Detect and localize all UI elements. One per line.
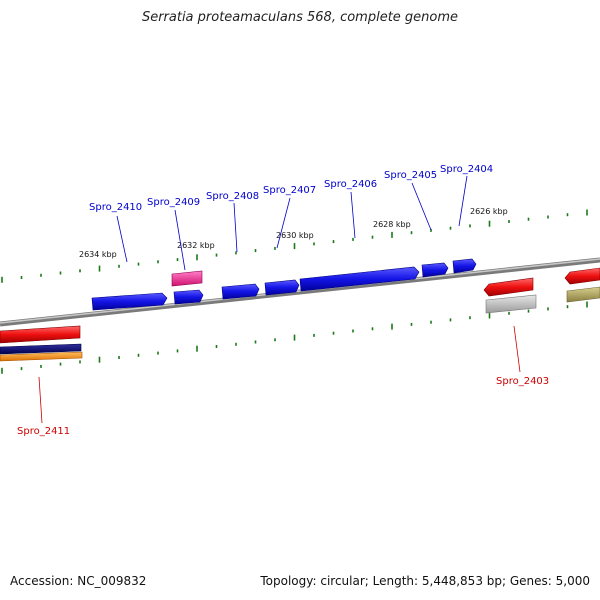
gene-label-spro-2403[interactable]: Spro_2403	[496, 376, 549, 387]
gene-right-red[interactable]	[564, 267, 600, 285]
gene-label-spro-2405[interactable]: Spro_2405	[384, 170, 437, 181]
scale-ticks-inner	[1, 301, 588, 374]
gene-spro-2410[interactable]	[91, 292, 168, 311]
gene-label-spro-2410[interactable]: Spro_2410	[89, 202, 142, 213]
gene-spro-2411-product-orange[interactable]	[0, 351, 83, 362]
gene-spro-2405[interactable]	[421, 262, 449, 278]
map-title: Serratia proteamaculans 568, complete ge…	[141, 10, 459, 25]
gene-spro-2403-product[interactable]	[485, 294, 537, 314]
gene-label-spro-2404[interactable]: Spro_2404	[440, 164, 493, 175]
scale-ticks-outer	[1, 209, 588, 283]
gene-spro-2409-fwd[interactable]	[173, 289, 204, 305]
genome-backbone	[0, 257, 600, 327]
gene-spro-2407[interactable]	[264, 279, 300, 296]
gene-label-spro-2407[interactable]: Spro_2407	[263, 185, 316, 196]
scale-label: 2628 kbp	[373, 220, 411, 229]
genome-summary-text: Topology: circular; Length: 5,448,853 bp…	[260, 574, 590, 588]
accession-text: Accession: NC_009832	[10, 574, 147, 588]
gene-label-spro-2411[interactable]: Spro_2411	[17, 426, 70, 437]
gene-spro-2403[interactable]	[483, 277, 534, 297]
scale-label: 2626 kbp	[470, 207, 508, 216]
gene-spro-2408[interactable]	[221, 283, 260, 300]
gene-spro-2411[interactable]	[0, 325, 81, 344]
gene-label-spro-2408[interactable]: Spro_2408	[206, 191, 259, 202]
leader-lines	[38, 175, 521, 424]
gene-right-olive[interactable]	[566, 286, 600, 303]
scale-label: 2630 kbp	[276, 231, 314, 240]
scale-label: 2634 kbp	[79, 250, 117, 259]
gene-label-spro-2409[interactable]: Spro_2409	[147, 197, 200, 208]
scale-label: 2632 kbp	[177, 241, 215, 250]
gene-spro-2406[interactable]	[299, 266, 420, 292]
gene-spro-2404[interactable]	[452, 258, 477, 274]
genome-backbone-highlight	[0, 258, 600, 324]
gene-label-spro-2406[interactable]: Spro_2406	[324, 179, 377, 190]
gene-spro-2409[interactable]	[171, 270, 203, 287]
gene-spro-2411-product-navy[interactable]	[0, 343, 82, 355]
